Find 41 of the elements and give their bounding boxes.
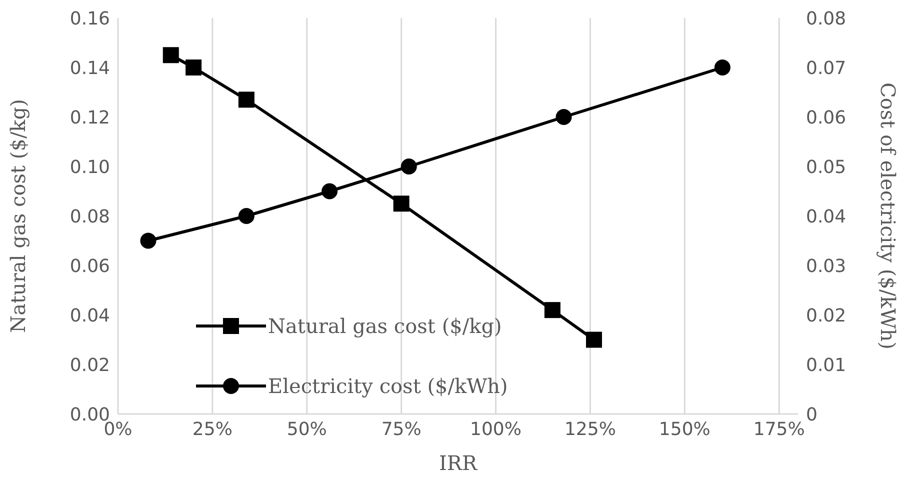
y-tick-label: 0.06: [70, 256, 110, 277]
y-tick-label: 0.14: [70, 58, 110, 79]
point: [238, 92, 254, 108]
y-axis-title: Natural gas cost ($/kg): [6, 99, 30, 333]
legend-label: Electricity cost ($/kWh): [268, 374, 508, 398]
point: [186, 60, 202, 76]
y2-axis-title: Cost of electricity ($/kWh): [876, 82, 900, 350]
x-tick-label: 150%: [658, 418, 710, 440]
y-tick-label: 0.12: [70, 107, 110, 128]
point: [238, 208, 254, 224]
point: [544, 302, 560, 318]
x-tick-label: 125%: [564, 418, 616, 440]
x-tick-label: 25%: [192, 418, 232, 440]
point: [400, 158, 417, 174]
y-tick-label: 0.02: [70, 354, 110, 376]
x-tick-label: 50%: [286, 418, 327, 440]
x-tick-label: 75%: [381, 418, 422, 440]
y2-tick-label: 0.01: [806, 354, 846, 376]
point: [714, 60, 730, 76]
point: [140, 232, 156, 249]
y-tick-label: 0.04: [70, 305, 110, 326]
y2-tick-label: 0.02: [806, 305, 846, 326]
legend-label: Natural gas cost ($/kg): [268, 314, 502, 338]
x-tick-label: 100%: [470, 418, 522, 440]
point: [586, 332, 602, 348]
y-tick-label: 0.08: [70, 206, 110, 228]
point: [393, 196, 410, 212]
y2-tick-label: 0: [806, 404, 818, 426]
y-tick-label: 0.10: [70, 156, 110, 178]
point: [322, 183, 338, 200]
point: [162, 47, 179, 64]
y2-tick-label: 0.08: [806, 8, 846, 30]
y2-tick-label: 0.05: [806, 156, 846, 178]
y2-tick-label: 0.07: [806, 58, 846, 79]
y-tick-label: 0.16: [70, 8, 110, 30]
x-axis-title: IRR: [438, 451, 478, 475]
y2-tick-label: 0.04: [806, 206, 846, 228]
y2-tick-label: 0.03: [806, 256, 846, 277]
x-tick-label: 175%: [753, 418, 805, 440]
y2-tick-label: 0.06: [806, 107, 846, 128]
point: [556, 109, 572, 125]
